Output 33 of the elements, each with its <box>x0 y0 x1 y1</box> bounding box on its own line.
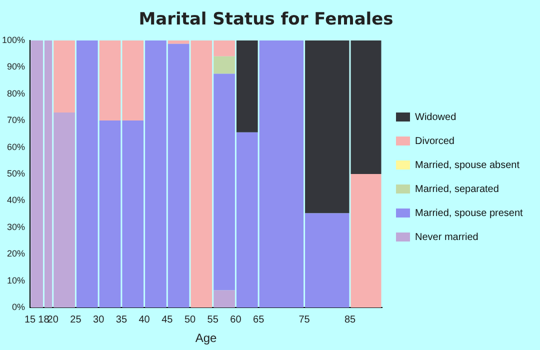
y-tick-label: 90% <box>7 62 26 72</box>
legend-label: Never married <box>415 232 478 243</box>
x-tick-label: 35 <box>116 314 128 326</box>
bar <box>54 40 75 113</box>
y-tick-label: 40% <box>7 195 26 206</box>
y-tick-label: 100% <box>2 34 26 45</box>
legend-label: Married, spouse absent <box>415 160 520 171</box>
legend-label: Married, separated <box>415 184 499 195</box>
x-tick-label: 25 <box>70 314 82 326</box>
y-tick-label: 80% <box>7 88 26 98</box>
x-tick-label: 55 <box>207 314 219 326</box>
x-tick-label: 50 <box>184 314 196 326</box>
y-tick-label: 30% <box>7 222 26 232</box>
x-tick-label: 60 <box>230 314 242 326</box>
y-tick-label: 70% <box>7 115 26 126</box>
x-tick-label: 15 <box>24 314 36 326</box>
x-tick-label: 40 <box>138 314 150 326</box>
y-tick-label: 50% <box>7 168 26 178</box>
x-axis-title: Age <box>195 331 218 346</box>
y-tick-label: 60% <box>7 142 26 152</box>
legend-label: Widowed <box>415 112 456 123</box>
chart-title: Marital Status for Females <box>138 10 394 30</box>
x-tick-label: 85 <box>344 314 356 326</box>
y-tick-label: 10% <box>7 275 26 286</box>
y-tick-label: 20% <box>7 248 26 259</box>
bar <box>214 56 235 74</box>
legend-label: Divorced <box>415 136 454 147</box>
x-tick-label: 65 <box>253 314 265 326</box>
x-tick-label: 75 <box>298 314 310 326</box>
x-tick-label: 30 <box>93 314 105 326</box>
y-tick-label: 0% <box>12 302 26 312</box>
x-tick-label: 45 <box>162 314 174 326</box>
legend-label: Married, spouse present <box>415 208 524 219</box>
